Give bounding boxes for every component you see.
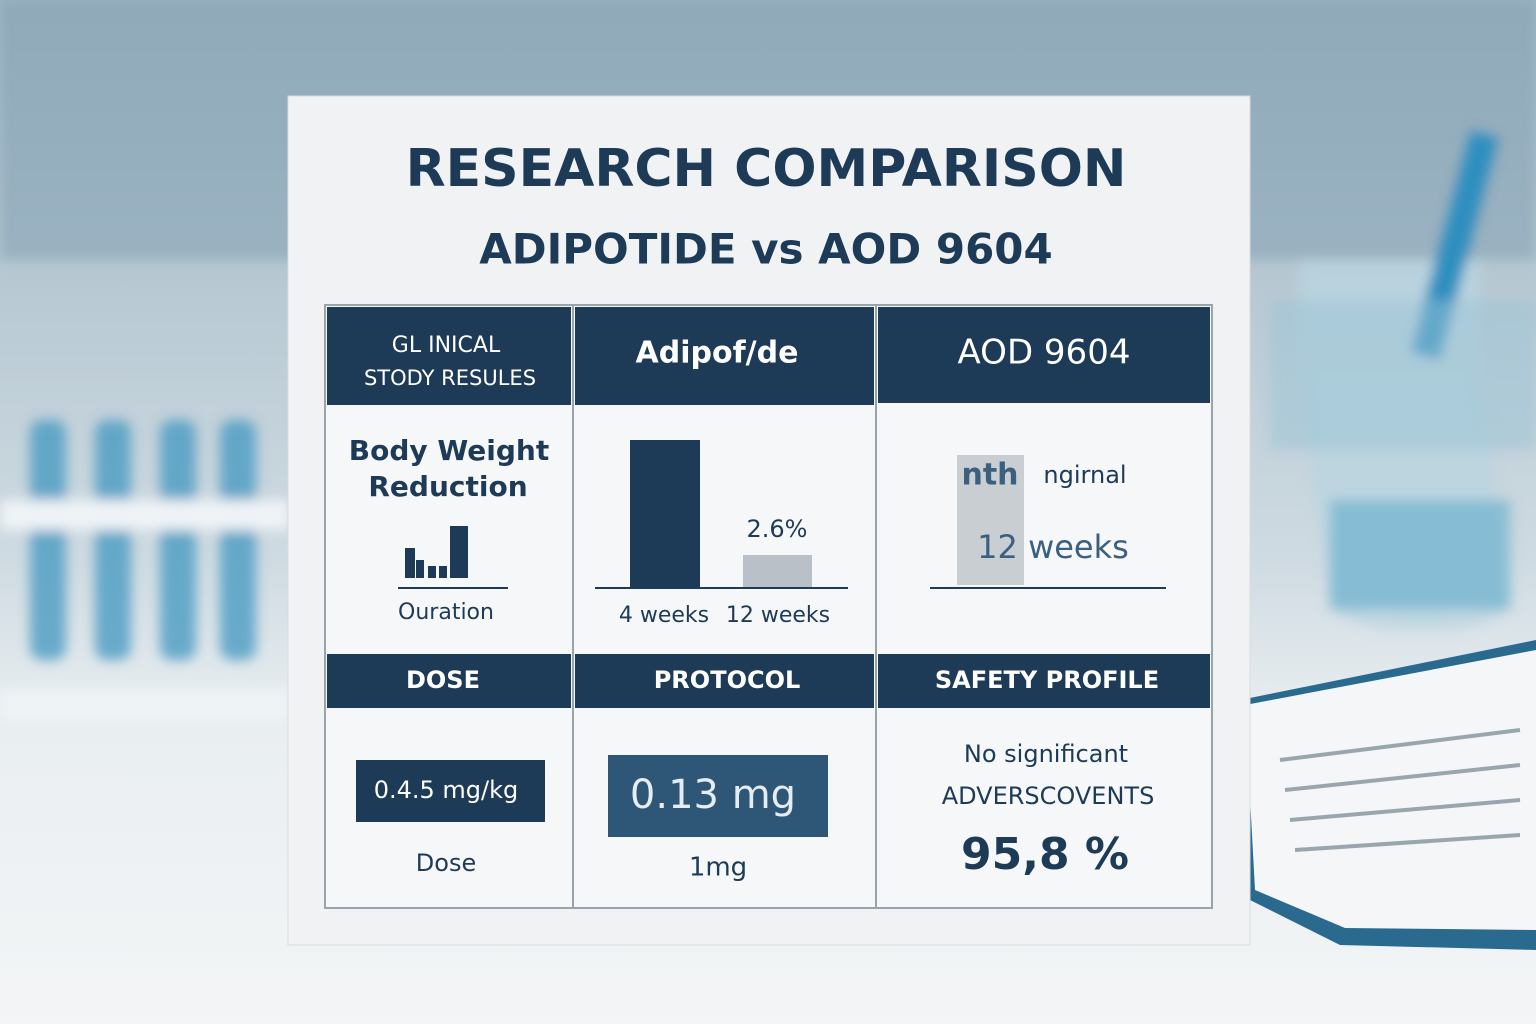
bar (743, 555, 812, 588)
header-cell (878, 307, 1210, 403)
column-header: STODY RESULES (364, 366, 536, 390)
bar-label: 2.6% (747, 515, 808, 543)
bar (957, 455, 1024, 585)
header-cell (327, 307, 571, 405)
value-box-text: 0.4.5 mg/kg (374, 776, 519, 804)
cell-value: 95,8 % (961, 829, 1129, 880)
subtitle: ADIPOTIDE vs AOD 9604 (479, 225, 1053, 274)
value-box (356, 760, 545, 822)
section-header-cell (878, 654, 1210, 708)
cell-text: Dose (416, 849, 476, 877)
cell-text: No significant (964, 740, 1128, 768)
title: RESEARCH COMPARISON (406, 139, 1127, 199)
cell-text: 12 weeks (977, 528, 1129, 566)
cell-text: ngirnal (1043, 461, 1126, 489)
mini-bars (405, 526, 468, 578)
value-box-text: 0.13 mg (630, 772, 796, 818)
row-label: Reduction (368, 470, 527, 503)
section-header: PROTOCOL (654, 666, 801, 694)
category-label: 12 weeks (726, 603, 830, 628)
section-header: SAFETY PROFILE (935, 666, 1159, 694)
row-label: Body Weight (349, 434, 549, 467)
clipboard (1240, 640, 1536, 950)
header-cell (575, 307, 874, 405)
section-header-cell (327, 654, 571, 708)
column-header: Adipof/de (636, 336, 799, 371)
section-header-cell (575, 654, 874, 708)
bar (630, 440, 700, 588)
column-header: AOD 9604 (958, 333, 1131, 373)
category-label: 4 weeks (619, 603, 709, 628)
table: GL INICAL STODY RESULES Adipof/de AOD 96… (324, 304, 1213, 909)
cell-text: 1mg (689, 853, 747, 883)
section-header: DOSE (406, 666, 480, 694)
cell-text: nth (961, 458, 1018, 493)
value-box (608, 755, 828, 837)
cell-text: Ouration (398, 600, 494, 625)
column-header: GL INICAL (392, 333, 501, 358)
cell-text: ADVERSCOVENTS (942, 782, 1155, 810)
